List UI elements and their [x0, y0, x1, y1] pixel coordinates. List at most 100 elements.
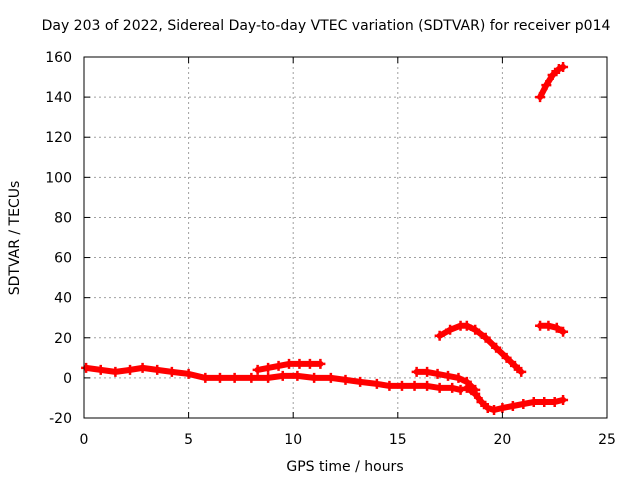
data-point — [453, 372, 464, 383]
data-point — [325, 372, 336, 383]
data-point — [535, 92, 546, 103]
data-point — [558, 62, 569, 73]
y-tick-label: 140 — [45, 90, 72, 106]
data-point — [411, 366, 422, 377]
data-point — [558, 394, 569, 405]
data-point — [252, 364, 263, 375]
data-point — [482, 402, 493, 413]
data-point — [229, 372, 240, 383]
x-axis-label: GPS time / hours — [286, 459, 403, 475]
data-point — [480, 332, 491, 343]
series-track-4 — [434, 320, 527, 377]
data-point — [304, 358, 315, 369]
series-track-5 — [461, 382, 569, 415]
data-point — [507, 400, 518, 411]
data-point — [434, 382, 445, 393]
data-point — [273, 360, 284, 371]
data-point — [422, 380, 433, 391]
series-track-6 — [535, 320, 569, 337]
data-point — [432, 368, 443, 379]
data-point — [137, 362, 148, 373]
data-point — [152, 364, 163, 375]
series-track-3 — [411, 366, 481, 395]
data-point — [516, 366, 527, 377]
data-point — [518, 398, 529, 409]
data-point — [541, 80, 552, 91]
x-tick-label: 0 — [80, 432, 89, 448]
data-point — [443, 370, 454, 381]
data-point — [284, 358, 295, 369]
data-layer — [81, 62, 569, 415]
data-point — [277, 370, 288, 381]
chart-title: Day 203 of 2022, Sidereal Day-to-day VTE… — [41, 18, 611, 34]
data-point — [501, 352, 512, 363]
y-tick-label: 60 — [54, 251, 72, 267]
data-point — [434, 330, 445, 341]
data-point — [384, 380, 395, 391]
data-point — [294, 358, 305, 369]
data-point — [445, 324, 456, 335]
x-tick-label: 10 — [284, 432, 302, 448]
data-point — [263, 362, 274, 373]
data-point — [547, 70, 558, 81]
data-point — [509, 360, 520, 371]
y-tick-label: 0 — [63, 371, 72, 387]
data-point — [246, 372, 257, 383]
data-point — [476, 396, 487, 407]
data-point — [263, 372, 274, 383]
x-tick-label: 5 — [184, 432, 193, 448]
data-point — [447, 382, 458, 393]
series-band — [436, 322, 525, 375]
plot-frame — [83, 56, 608, 419]
data-point — [214, 372, 225, 383]
data-point — [461, 382, 472, 393]
y-tick-label: 40 — [54, 291, 72, 307]
x-tick-label: 15 — [389, 432, 407, 448]
data-point — [355, 376, 366, 387]
y-tick-label: -20 — [49, 411, 72, 427]
data-point — [315, 358, 326, 369]
data-point — [200, 372, 211, 383]
y-tick-label: 160 — [45, 50, 72, 66]
data-point — [340, 374, 351, 385]
data-point — [396, 380, 407, 391]
data-point — [535, 320, 546, 331]
data-point — [309, 372, 320, 383]
x-tick-label: 20 — [493, 432, 511, 448]
data-point — [292, 370, 303, 381]
data-point — [489, 404, 500, 415]
data-point — [422, 366, 433, 377]
y-axis-label: SDTVAR / TECUs — [7, 181, 23, 296]
series-track-1 — [81, 362, 466, 395]
data-point — [125, 364, 136, 375]
data-point — [543, 320, 554, 331]
data-point — [539, 396, 550, 407]
data-point — [551, 322, 562, 333]
x-tick-label: 25 — [598, 432, 616, 448]
data-point — [81, 362, 92, 373]
data-point — [409, 380, 420, 391]
data-point — [491, 342, 502, 353]
data-point — [470, 324, 481, 335]
data-point — [497, 402, 508, 413]
data-point — [549, 396, 560, 407]
grid-layer — [84, 57, 607, 418]
data-point — [110, 366, 121, 377]
data-point — [371, 378, 382, 389]
data-point — [461, 320, 472, 331]
tick-layer: 0 5 10 15 20 25 -20 0 20 40 60 80 100 120 140 160 — [45, 50, 616, 448]
y-tick-label: 120 — [45, 130, 72, 146]
y-tick-label: 100 — [45, 170, 72, 186]
y-tick-label: 20 — [54, 331, 72, 347]
y-tick-label: 80 — [54, 210, 72, 226]
data-point — [470, 388, 481, 399]
data-point — [558, 326, 569, 337]
data-point — [95, 364, 106, 375]
data-point — [528, 396, 539, 407]
series-track-7 — [535, 62, 569, 103]
data-point — [183, 368, 194, 379]
data-point — [455, 384, 466, 395]
data-point — [166, 366, 177, 377]
series-track-2 — [252, 358, 326, 375]
